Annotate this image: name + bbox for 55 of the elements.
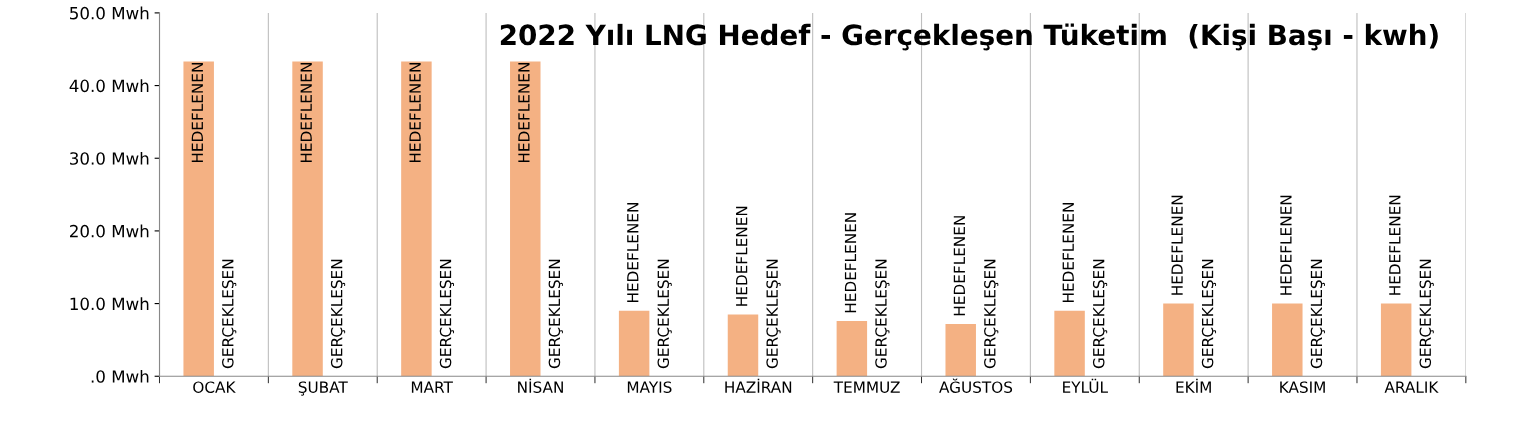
x-tick-label: MAYIS xyxy=(627,381,672,393)
text: GERÇEKLEŞEN xyxy=(984,259,999,369)
text: GERÇEKLEŞEN xyxy=(548,259,563,369)
x-tick-label: AĞUSTOS xyxy=(939,378,1013,393)
bar xyxy=(945,323,976,377)
text: GERÇEKLEŞEN xyxy=(875,259,890,369)
x-tick-label: HAZİRAN xyxy=(725,378,792,393)
x-tick-label: ŞUBAT xyxy=(298,381,348,396)
text: GERÇEKLEŞEN xyxy=(439,259,455,369)
x-tick-label: KASIM xyxy=(1280,381,1325,393)
x-tick-label: EYLÜL xyxy=(1063,378,1108,393)
x-tick-label: NİSAN xyxy=(518,378,563,393)
text: HEDEFLENEN xyxy=(953,216,965,316)
text: HEDEFLENEN xyxy=(1389,195,1401,295)
x-tick-label: EKİM xyxy=(1176,378,1211,393)
text: HEDEFLENEN xyxy=(844,213,857,313)
x-tick-label: TEMMUZ xyxy=(833,381,900,393)
text: GERÇEKLEŞEN xyxy=(657,259,672,369)
bar xyxy=(727,314,759,377)
x-tick-label: MART xyxy=(411,381,453,393)
series-label: HEDEFLENEN xyxy=(191,63,203,163)
text: GERÇEKLEŞEN xyxy=(330,259,346,369)
text: HEDEFLENEN xyxy=(518,63,530,163)
text: GERÇEKLEŞEN xyxy=(1419,259,1434,369)
text: GERÇEKLEŞEN xyxy=(222,259,237,369)
bar xyxy=(1054,310,1085,377)
text: HEDEFLENEN xyxy=(300,63,312,163)
bar xyxy=(510,61,541,377)
x-tick-label: ARALIK xyxy=(1384,381,1439,393)
y-tick-label: 30.0 Mwh xyxy=(70,151,149,165)
y-tick-label: 50.0 Mwh xyxy=(70,6,149,20)
bar xyxy=(836,321,868,377)
bar xyxy=(292,61,323,377)
bar xyxy=(1380,303,1412,377)
text: HEDEFLENEN xyxy=(1280,195,1292,295)
bar xyxy=(1163,303,1194,377)
text: HEDEFLENEN xyxy=(736,206,748,306)
text: GERÇEKLEŞEN xyxy=(1201,259,1217,369)
text: HEDEFLENEN xyxy=(1062,203,1074,303)
bar xyxy=(1272,303,1303,377)
text: HEDEFLENEN xyxy=(627,203,639,303)
text: GERÇEKLEŞEN xyxy=(1092,259,1108,369)
y-tick-label: .0 Mwh xyxy=(91,369,149,383)
y-tick-label: 10.0 Mwh xyxy=(70,297,149,311)
text: HEDEFLENEN xyxy=(409,63,421,163)
x-tick-label: OCAK xyxy=(193,381,236,393)
y-tick-label: 20.0 Mwh xyxy=(70,224,149,238)
text: HEDEFLENEN xyxy=(1171,195,1183,295)
chart-title: 2022 Yılı LNG Hedef - Gerçekleşen Tüketim (Kişi Başı - kwh) xyxy=(500,23,1438,51)
bar xyxy=(618,310,650,377)
bar xyxy=(401,61,432,377)
text: GERÇEKLEŞEN xyxy=(766,259,781,369)
y-tick-label: 40.0 Mwh xyxy=(69,79,149,93)
bar xyxy=(183,61,214,377)
text: GERÇEKLEŞEN xyxy=(1310,259,1325,369)
